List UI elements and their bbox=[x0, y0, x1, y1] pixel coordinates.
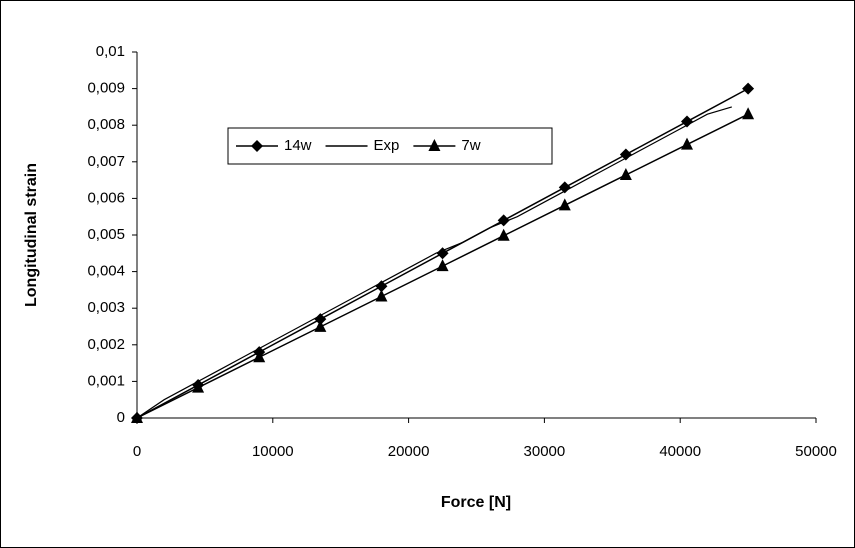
series-line bbox=[136, 106, 732, 419]
diamond-marker bbox=[558, 181, 571, 194]
legend-box bbox=[227, 127, 553, 165]
diamond-marker bbox=[619, 148, 632, 161]
triangle-marker bbox=[428, 139, 441, 151]
triangle-marker bbox=[680, 137, 693, 150]
triangle-marker bbox=[253, 350, 266, 363]
y-tick-label: 0,002 bbox=[87, 336, 125, 353]
legend-label: 7w bbox=[461, 137, 480, 154]
y-tick-label: 0,01 bbox=[96, 43, 125, 60]
diamond-marker bbox=[742, 82, 755, 95]
triangle-marker bbox=[497, 228, 510, 241]
y-tick-label: 0,007 bbox=[87, 153, 125, 170]
triangle-marker bbox=[131, 411, 143, 423]
x-tick-label: 30000 bbox=[524, 443, 566, 460]
y-tick-label: 0,006 bbox=[87, 189, 125, 206]
diamond-marker bbox=[314, 313, 327, 326]
triangle-marker bbox=[436, 259, 449, 272]
x-tick-label: 20000 bbox=[388, 443, 430, 460]
y-tick-label: 0,009 bbox=[87, 80, 125, 97]
triangle-marker bbox=[314, 319, 327, 332]
legend-label: Exp bbox=[374, 137, 400, 154]
diamond-marker bbox=[375, 280, 388, 293]
diamond-marker bbox=[680, 115, 693, 128]
triangle-marker bbox=[619, 167, 632, 180]
x-tick-label: 0 bbox=[133, 443, 141, 460]
y-tick-label: 0,008 bbox=[87, 116, 125, 133]
triangle-marker bbox=[742, 107, 755, 120]
legend-label: 14w bbox=[284, 137, 312, 154]
triangle-marker bbox=[558, 198, 571, 211]
y-tick-label: 0,003 bbox=[87, 299, 125, 316]
x-axis-title: Force [N] bbox=[441, 494, 511, 511]
x-tick-label: 10000 bbox=[252, 443, 294, 460]
y-tick-label: 0,005 bbox=[87, 226, 125, 243]
y-tick-label: 0,001 bbox=[87, 372, 125, 389]
y-tick-label: 0 bbox=[117, 409, 125, 426]
triangle-marker bbox=[375, 289, 388, 302]
y-tick-label: 0,004 bbox=[87, 263, 125, 280]
x-tick-label: 50000 bbox=[795, 443, 837, 460]
x-tick-label: 40000 bbox=[659, 443, 701, 460]
diamond-marker bbox=[436, 247, 449, 260]
diamond-marker bbox=[251, 140, 263, 152]
triangle-marker bbox=[192, 380, 205, 393]
y-axis-title: Longitudinal strain bbox=[23, 163, 40, 307]
